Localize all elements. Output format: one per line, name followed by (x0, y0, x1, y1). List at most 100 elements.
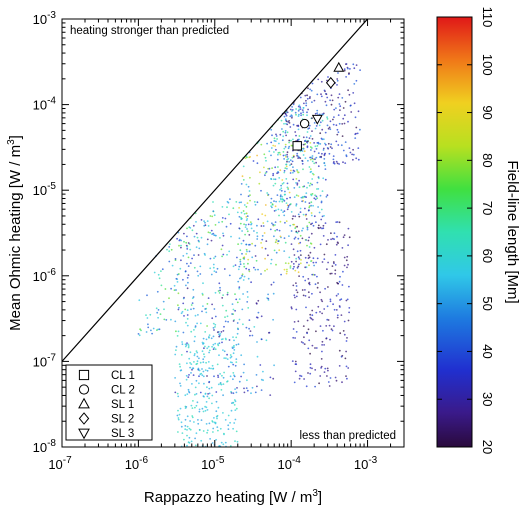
cloud-point (205, 401, 208, 403)
y-tick-label: 10-5 (33, 181, 57, 198)
cloud-point (252, 160, 255, 162)
cloud-point (272, 292, 275, 295)
cloud-point (324, 178, 327, 181)
cloud-point (326, 124, 329, 127)
cloud-point (194, 444, 197, 447)
y-axis-label: Mean Ohmic heating [W / m3] (6, 135, 24, 331)
legend-items: CL 1CL 2SL 1SL 2SL 3 (78, 369, 135, 440)
cloud-point (292, 138, 294, 141)
cloud-point (238, 298, 241, 300)
cloud-point (235, 343, 238, 346)
cloud-point (240, 354, 243, 357)
cloud-point (286, 156, 289, 158)
cloud-point (308, 97, 311, 99)
cloud-point (330, 94, 333, 97)
cloud-point (309, 158, 312, 161)
cloud-point (236, 387, 238, 389)
cloud-point (238, 215, 241, 218)
cloud-point (146, 317, 149, 319)
cloud-point (286, 268, 288, 271)
cloud-point (342, 149, 345, 152)
cloud-point (212, 335, 215, 338)
cloud-point (295, 113, 297, 116)
cloud-point (177, 292, 180, 295)
cloud-point (198, 247, 201, 250)
cloud-point (296, 182, 299, 185)
cloud-point (155, 307, 158, 310)
cloud-point (194, 437, 197, 440)
cloud-point (236, 301, 239, 304)
cloud-point (317, 188, 320, 190)
cloud-point (294, 227, 297, 230)
cloud-point (297, 230, 300, 233)
cloud-point (180, 354, 183, 356)
cloud-point (226, 358, 229, 360)
cloud-point (186, 309, 189, 311)
cloud-point (198, 410, 201, 413)
cloud-point (295, 282, 297, 284)
cloud-point (187, 343, 190, 346)
cloud-point (247, 195, 250, 198)
cloud-point (211, 317, 214, 320)
cloud-point (194, 326, 197, 329)
cloud-point (316, 181, 319, 184)
cloud-point (235, 201, 238, 203)
cloud-point (191, 368, 193, 371)
cloud-point (329, 298, 332, 301)
cloud-point (353, 67, 356, 70)
cloud-point (236, 211, 239, 214)
cloud-point (253, 230, 255, 232)
cloud-point (283, 210, 286, 213)
cloud-point (213, 270, 216, 273)
cloud-point (290, 169, 292, 172)
cloud-point (284, 112, 286, 115)
cloud-point (183, 296, 185, 299)
cloud-point (319, 291, 321, 294)
cloud-point (284, 262, 287, 264)
cloud-point (213, 329, 215, 331)
cloud-point (226, 206, 228, 209)
cloud-point (191, 367, 194, 370)
cloud-point (257, 299, 260, 302)
cloud-point (329, 300, 332, 303)
cloud-point (229, 375, 232, 378)
cloud-point (289, 108, 292, 111)
cloud-point (345, 259, 348, 262)
cloud-point (217, 344, 220, 347)
cloud-point (317, 165, 320, 168)
cloud-point (220, 248, 223, 251)
cloud-point (315, 347, 318, 349)
cloud-point (317, 305, 320, 308)
cloud-point (275, 263, 277, 266)
cloud-point (211, 345, 214, 348)
cloud-point (243, 275, 246, 278)
cloud-point (187, 345, 190, 347)
cloud-point (256, 341, 258, 343)
cloud-point (312, 261, 315, 264)
cloud-point (186, 444, 188, 447)
cloud-point (311, 367, 313, 370)
cloud-point (180, 421, 183, 424)
cloud-point (276, 158, 279, 161)
cloud-point (190, 363, 193, 365)
cloud-point (289, 164, 291, 167)
cloud-point (212, 427, 215, 430)
cloud-point (327, 147, 330, 150)
cloud-point (186, 362, 188, 365)
legend-label: CL 1 (111, 370, 135, 382)
cloud-point (229, 361, 232, 364)
cloud-point (146, 294, 148, 297)
cloud-point (175, 330, 177, 333)
cloud-point (285, 272, 288, 275)
cloud-point (272, 318, 274, 321)
cloud-point (227, 365, 230, 368)
cloud-point (287, 157, 290, 160)
cloud-point (298, 242, 300, 245)
cloud-point (306, 244, 308, 247)
cloud-point (262, 225, 265, 227)
cloud-point (184, 394, 187, 397)
cloud-point (329, 338, 331, 341)
cloud-point (185, 252, 188, 255)
cloud-point (292, 215, 295, 218)
cloud-point (341, 135, 344, 138)
